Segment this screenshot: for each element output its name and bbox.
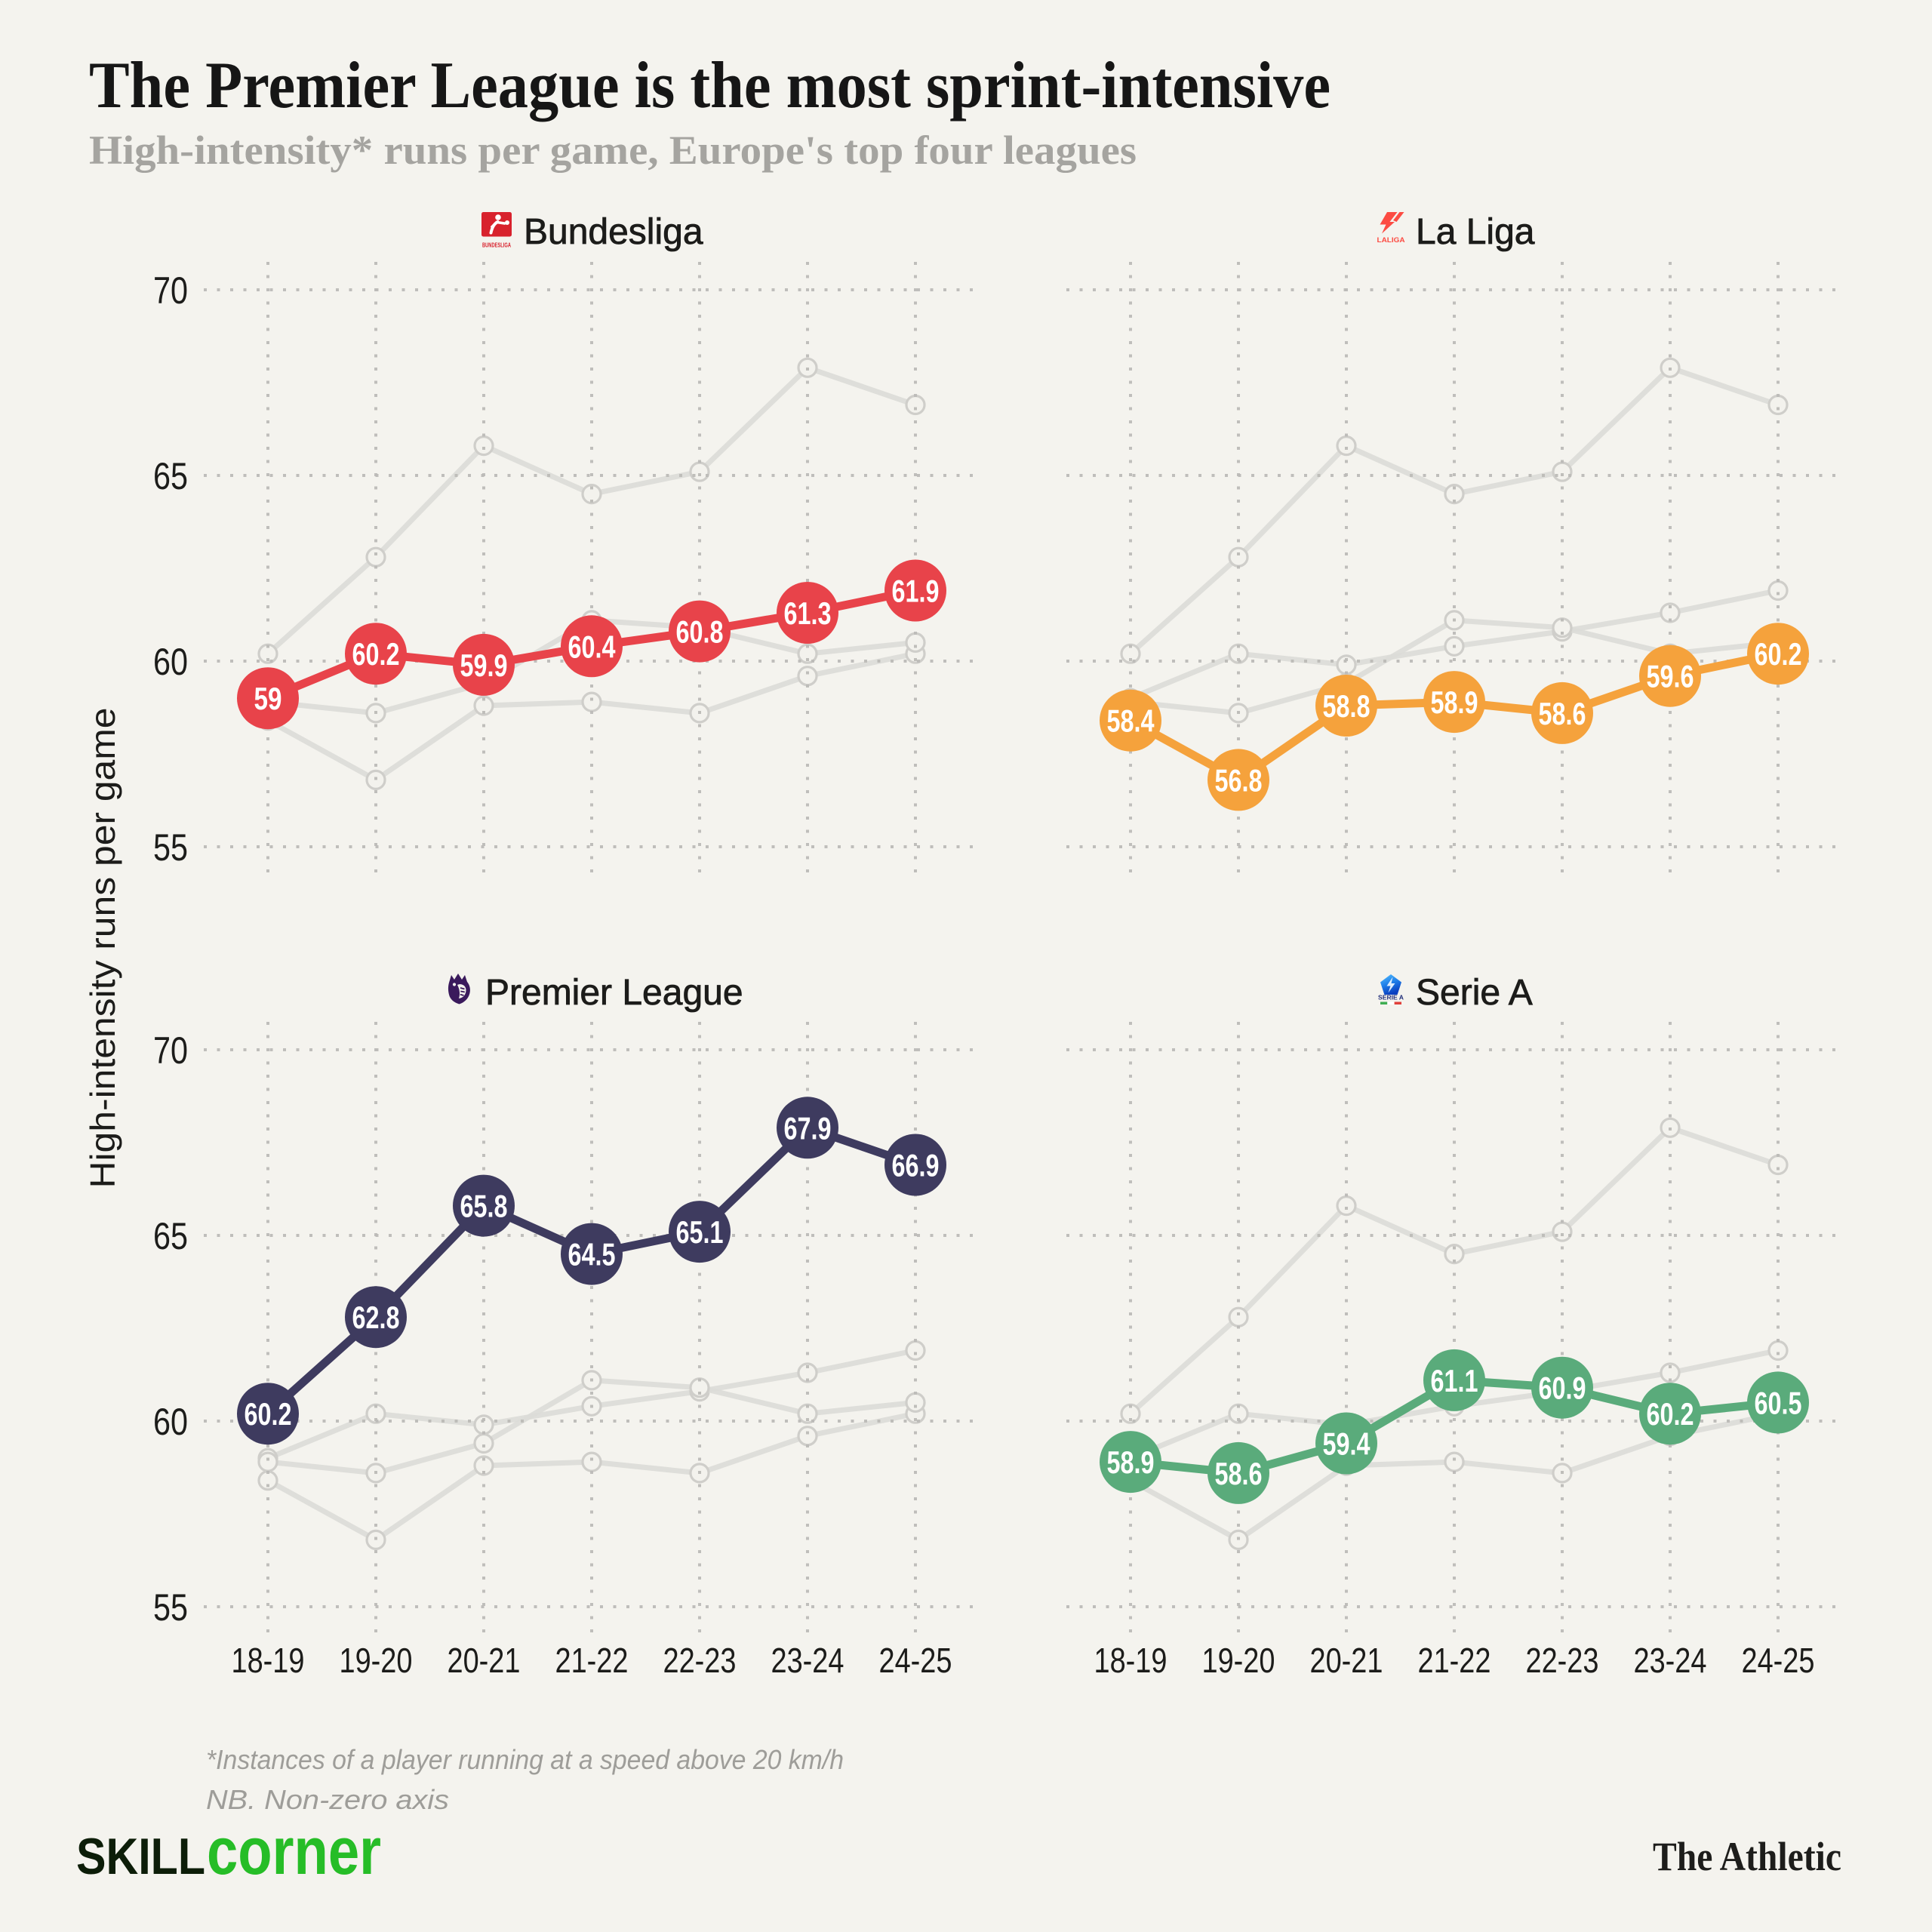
svg-text:19-20: 19-20 — [1202, 1641, 1275, 1680]
svg-text:65.1: 65.1 — [676, 1214, 724, 1250]
svg-text:La Liga: La Liga — [1416, 212, 1535, 252]
svg-text:22-23: 22-23 — [663, 1641, 737, 1680]
svg-text:65: 65 — [153, 455, 188, 497]
svg-text:NB. Non-zero axis: NB. Non-zero axis — [206, 1784, 449, 1815]
svg-text:20-21: 20-21 — [1310, 1641, 1383, 1680]
svg-text:Bundesliga: Bundesliga — [524, 212, 703, 252]
svg-text:22-23: 22-23 — [1526, 1641, 1599, 1680]
svg-text:60.9: 60.9 — [1539, 1371, 1586, 1406]
svg-text:corner: corner — [207, 1814, 381, 1888]
svg-text:The Premier League is the most: The Premier League is the most sprint-in… — [89, 49, 1331, 122]
svg-text:24-25: 24-25 — [1742, 1641, 1815, 1680]
svg-text:58.6: 58.6 — [1539, 696, 1586, 731]
svg-text:61.9: 61.9 — [892, 574, 940, 609]
svg-text:21-22: 21-22 — [1418, 1641, 1491, 1680]
svg-text:SKILL: SKILL — [76, 1828, 205, 1885]
svg-text:59.4: 59.4 — [1323, 1426, 1371, 1462]
svg-text:18-19: 18-19 — [1094, 1641, 1168, 1680]
svg-text:64.5: 64.5 — [568, 1237, 616, 1272]
svg-text:58.6: 58.6 — [1215, 1456, 1263, 1491]
svg-text:60: 60 — [153, 641, 188, 683]
svg-text:60.2: 60.2 — [1755, 636, 1802, 672]
svg-text:58.9: 58.9 — [1431, 685, 1478, 720]
svg-text:20-21: 20-21 — [448, 1641, 521, 1680]
svg-text:60.2: 60.2 — [1647, 1396, 1694, 1432]
svg-text:67.9: 67.9 — [784, 1110, 832, 1146]
svg-text:62.8: 62.8 — [352, 1300, 400, 1335]
svg-text:65: 65 — [153, 1215, 188, 1257]
svg-text:56.8: 56.8 — [1215, 762, 1263, 798]
svg-text:61.1: 61.1 — [1431, 1363, 1478, 1398]
svg-text:LALIGA: LALIGA — [1377, 236, 1406, 244]
svg-text:70: 70 — [153, 1029, 188, 1072]
svg-text:66.9: 66.9 — [892, 1148, 940, 1183]
svg-text:High-intensity runs per game: High-intensity runs per game — [83, 708, 122, 1189]
svg-text:High-intensity* runs per game,: High-intensity* runs per game, Europe's … — [89, 128, 1137, 173]
svg-text:61.3: 61.3 — [784, 595, 832, 631]
svg-text:23-24: 23-24 — [771, 1641, 844, 1680]
svg-text:18-19: 18-19 — [232, 1641, 305, 1680]
svg-text:19-20: 19-20 — [340, 1641, 413, 1680]
svg-text:70: 70 — [153, 269, 188, 312]
svg-text:59: 59 — [254, 681, 282, 716]
svg-text:65.8: 65.8 — [460, 1189, 508, 1224]
svg-text:The Athletic: The Athletic — [1653, 1834, 1841, 1879]
svg-text:24-25: 24-25 — [879, 1641, 952, 1680]
svg-text:BUNDESLIGA: BUNDESLIGA — [482, 242, 511, 249]
svg-text:59.6: 59.6 — [1647, 659, 1694, 694]
svg-text:55: 55 — [153, 826, 188, 869]
svg-text:60.2: 60.2 — [245, 1396, 292, 1432]
svg-text:59.9: 59.9 — [460, 648, 508, 683]
svg-text:58.8: 58.8 — [1323, 688, 1371, 724]
svg-text:55: 55 — [153, 1586, 188, 1629]
svg-text:58.9: 58.9 — [1107, 1444, 1155, 1480]
svg-text:*Instances of a player running: *Instances of a player running at a spee… — [206, 1744, 844, 1775]
svg-text:60.8: 60.8 — [676, 614, 724, 650]
svg-text:21-22: 21-22 — [555, 1641, 629, 1680]
svg-text:SERIE A: SERIE A — [1378, 995, 1404, 1001]
svg-text:60.2: 60.2 — [352, 636, 400, 672]
svg-text:Serie A: Serie A — [1416, 973, 1533, 1013]
svg-text:58.4: 58.4 — [1107, 703, 1155, 739]
svg-text:60.4: 60.4 — [568, 629, 616, 664]
svg-text:60: 60 — [153, 1401, 188, 1443]
svg-text:23-24: 23-24 — [1634, 1641, 1707, 1680]
svg-text:60.5: 60.5 — [1755, 1385, 1802, 1420]
svg-text:Premier League: Premier League — [485, 973, 743, 1013]
